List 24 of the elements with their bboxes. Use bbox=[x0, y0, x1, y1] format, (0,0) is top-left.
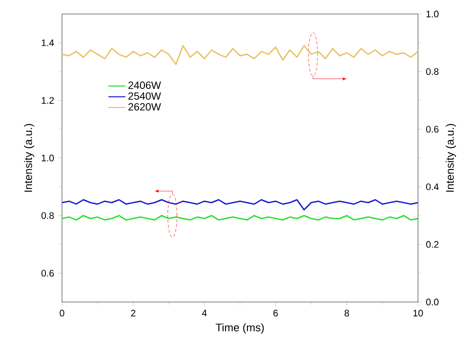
x-tick-label: 0 bbox=[60, 310, 64, 316]
y-axis-title: Intensity (a.u.) bbox=[24, 124, 34, 192]
y2-axis-title: Intensity (a.u.) bbox=[446, 124, 456, 192]
legend-label: 2620W bbox=[128, 103, 161, 111]
y2-tick-label: 0.8 bbox=[426, 68, 439, 75]
x-tick-label: 2 bbox=[131, 310, 136, 316]
y2-tick-label: 0.0 bbox=[426, 298, 439, 306]
x-tick-label: 4 bbox=[202, 310, 207, 316]
y-tick-label: 1.4 bbox=[42, 40, 54, 46]
x-tick-label: 8 bbox=[344, 310, 350, 316]
y2-tick-label: 0.6 bbox=[426, 126, 439, 133]
y-tick-label: 1.0 bbox=[42, 154, 54, 162]
line-series bbox=[62, 199, 418, 210]
x-tick-label: 10 bbox=[413, 310, 423, 316]
x-tick-label: 6 bbox=[273, 310, 278, 316]
y-tick-label: 0.6 bbox=[41, 270, 54, 277]
legend-label: 2540W bbox=[128, 92, 161, 100]
legend-label: 2406W bbox=[128, 82, 161, 89]
y2-tick-label: 0.4 bbox=[426, 183, 439, 190]
y2-tick-label: 1.0 bbox=[426, 10, 439, 18]
y-tick-label: 1.2 bbox=[42, 97, 54, 104]
y-tick-label: 0.8 bbox=[41, 212, 54, 219]
x-axis-title: Time (ms) bbox=[216, 323, 264, 334]
y2-tick-label: 0.2 bbox=[426, 241, 438, 248]
